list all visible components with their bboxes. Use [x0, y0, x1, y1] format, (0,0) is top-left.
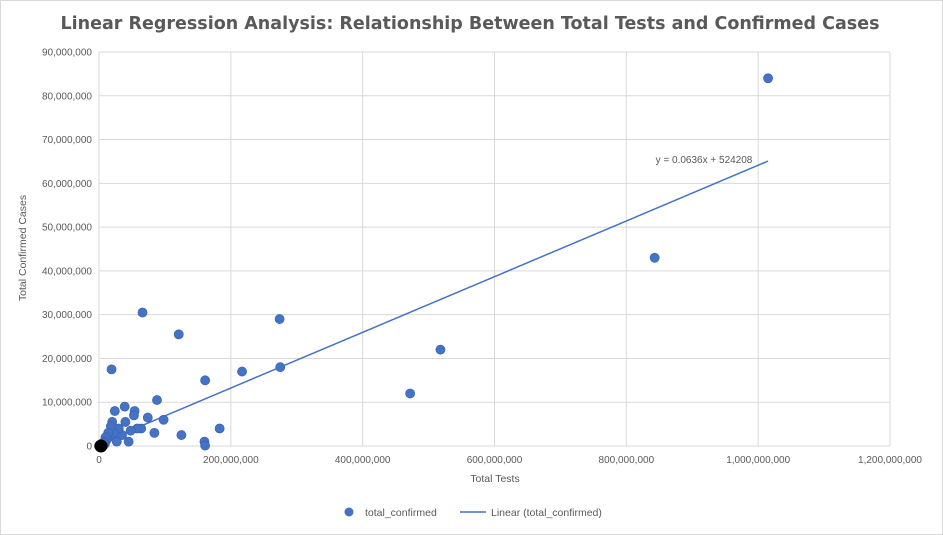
scatter-points — [94, 73, 773, 453]
data-point — [142, 412, 153, 423]
y-tick-label: 50,000,000 — [42, 223, 92, 234]
data-point — [405, 388, 416, 399]
data-point — [275, 362, 286, 373]
data-point — [119, 401, 130, 412]
y-tick-label: 80,000,000 — [42, 91, 92, 102]
x-tick-label: 600,000,000 — [467, 455, 523, 466]
data-point — [129, 410, 139, 421]
data-point — [237, 366, 247, 377]
data-point — [274, 314, 285, 324]
data-point — [214, 423, 225, 434]
y-tick-label: 60,000,000 — [42, 179, 92, 190]
y-axis-ticks: 0 10,000,000 20,000,000 30,000,000 40,000,00… — [42, 48, 93, 453]
x-tick-label: 400,000,000 — [335, 455, 391, 466]
x-axis-ticks: 0 200,000,000 400,000,000 600,000,000 800,00… — [96, 455, 922, 466]
data-point — [125, 425, 136, 436]
x-tick-label: 200,000,000 — [203, 455, 259, 466]
regression-equation: y = 0.0636x + 524208 — [656, 155, 753, 166]
gridlines — [98, 51, 891, 447]
data-point — [200, 440, 211, 451]
y-tick-label: 90,000,000 — [42, 48, 92, 59]
data-point — [137, 307, 148, 318]
y-tick-label: 40,000,000 — [42, 266, 92, 277]
data-point — [120, 417, 131, 427]
x-tick-label: 1,200,000,000 — [858, 455, 922, 466]
legend-label-total-confirmed: total_confirmed — [365, 507, 437, 519]
data-point — [176, 430, 187, 440]
data-point — [149, 427, 160, 438]
data-point — [106, 364, 117, 375]
x-tick-label: 0 — [96, 455, 102, 466]
data-point — [152, 395, 162, 405]
data-point — [123, 436, 134, 447]
legend-marker-total-confirmed — [344, 507, 354, 517]
trendline-layer — [98, 160, 769, 445]
data-point — [111, 436, 122, 447]
data-point — [173, 329, 184, 340]
y-axis-label: Total Confirmed Cases — [17, 195, 29, 301]
data-point — [200, 375, 211, 386]
y-tick-label: 30,000,000 — [42, 310, 92, 321]
legend-label-linear: Linear (total_confirmed) — [491, 507, 602, 519]
x-tick-label: 800,000,000 — [599, 455, 655, 466]
chart-title: Linear Regression Analysis: Relationship… — [60, 14, 879, 34]
data-point — [109, 406, 120, 416]
y-tick-label: 0 — [86, 442, 92, 453]
y-tick-label: 20,000,000 — [42, 354, 92, 365]
data-point — [158, 414, 169, 425]
data-point — [763, 73, 773, 84]
trendline — [98, 160, 769, 445]
y-tick-label: 70,000,000 — [42, 135, 92, 146]
x-tick-label: 1,000,000,000 — [726, 455, 790, 466]
y-tick-label: 10,000,000 — [42, 398, 92, 409]
data-point — [649, 252, 660, 263]
data-point — [435, 344, 446, 355]
x-axis-label: Total Tests — [470, 473, 519, 485]
legend: total_confirmed Linear (total_confirmed) — [344, 507, 602, 519]
origin-cluster-points — [94, 439, 108, 453]
